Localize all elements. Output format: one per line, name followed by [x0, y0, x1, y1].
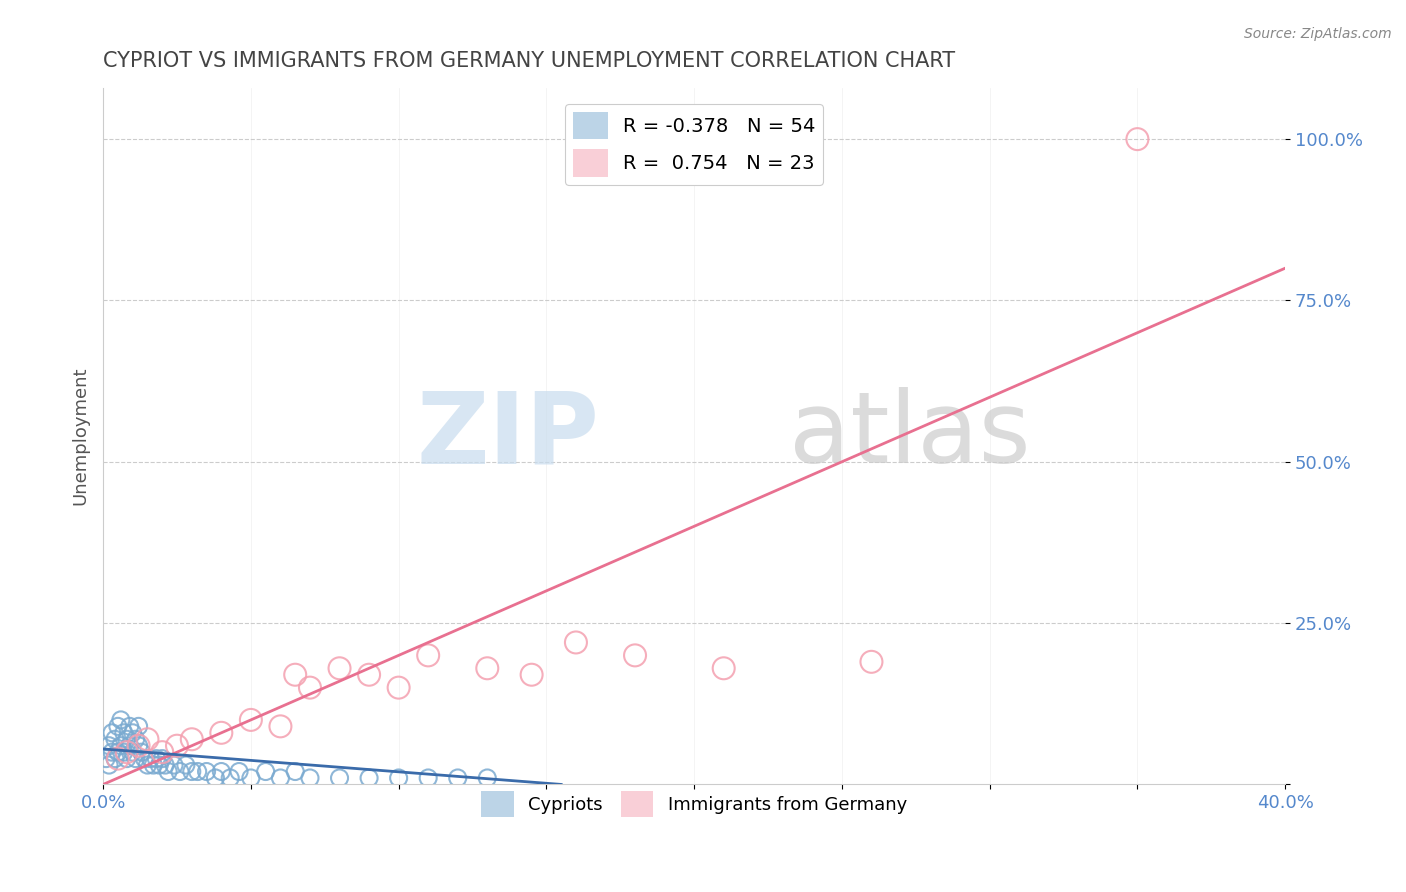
Point [145, 751, 167, 765]
Point [624, 648, 647, 663]
Legend: Cypriots, Immigrants from Germany: Cypriots, Immigrants from Germany [474, 784, 914, 824]
Point [150, 751, 173, 765]
Point [128, 739, 150, 753]
Point [121, 745, 143, 759]
Point [359, 771, 381, 785]
Point [115, 745, 138, 759]
Y-axis label: Unemployment: Unemployment [72, 367, 89, 505]
Point [477, 661, 499, 675]
Point [142, 758, 165, 772]
Point [388, 681, 411, 695]
Point [118, 719, 141, 733]
Point [187, 764, 209, 779]
Point [254, 764, 277, 779]
Text: ZIP: ZIP [416, 387, 599, 484]
Point [328, 661, 350, 675]
Point [136, 758, 159, 772]
Point [136, 732, 159, 747]
Point [163, 758, 186, 772]
Point [107, 719, 129, 733]
Point [104, 732, 127, 747]
Point [284, 764, 307, 779]
Point [1126, 132, 1149, 146]
Point [115, 751, 138, 765]
Point [118, 739, 141, 753]
Point [101, 745, 124, 759]
Point [209, 726, 232, 740]
Point [269, 771, 291, 785]
Point [269, 719, 291, 733]
Point [204, 771, 226, 785]
Point [153, 758, 176, 772]
Text: Source: ZipAtlas.com: Source: ZipAtlas.com [1244, 27, 1392, 41]
Point [328, 771, 350, 785]
Point [520, 667, 543, 681]
Point [209, 764, 232, 779]
Point [107, 751, 129, 765]
Point [359, 667, 381, 681]
Point [713, 661, 735, 675]
Point [104, 751, 127, 765]
Point [98, 758, 121, 772]
Point [128, 719, 150, 733]
Point [134, 751, 156, 765]
Point [239, 771, 262, 785]
Point [284, 667, 307, 681]
Point [124, 732, 146, 747]
Point [477, 771, 499, 785]
Point [166, 739, 188, 753]
Point [121, 726, 143, 740]
Point [195, 764, 218, 779]
Point [101, 726, 124, 740]
Point [128, 739, 150, 753]
Point [219, 771, 242, 785]
Point [860, 655, 883, 669]
Point [94, 751, 117, 765]
Point [110, 713, 132, 727]
Text: atlas: atlas [789, 387, 1031, 484]
Point [180, 764, 202, 779]
Point [298, 771, 321, 785]
Point [565, 635, 588, 649]
Point [150, 745, 173, 759]
Point [112, 745, 135, 759]
Point [98, 739, 121, 753]
Point [139, 751, 162, 765]
Point [107, 745, 129, 759]
Point [418, 648, 440, 663]
Point [115, 732, 138, 747]
Text: CYPRIOT VS IMMIGRANTS FROM GERMANY UNEMPLOYMENT CORRELATION CHART: CYPRIOT VS IMMIGRANTS FROM GERMANY UNEMP… [103, 51, 955, 70]
Point [388, 771, 411, 785]
Point [124, 751, 146, 765]
Point [298, 681, 321, 695]
Point [174, 758, 197, 772]
Point [228, 764, 250, 779]
Point [169, 764, 191, 779]
Point [157, 764, 180, 779]
Point [112, 726, 135, 740]
Point [110, 739, 132, 753]
Point [131, 745, 153, 759]
Point [239, 713, 262, 727]
Point [148, 758, 170, 772]
Point [447, 771, 470, 785]
Point [180, 732, 202, 747]
Point [418, 771, 440, 785]
